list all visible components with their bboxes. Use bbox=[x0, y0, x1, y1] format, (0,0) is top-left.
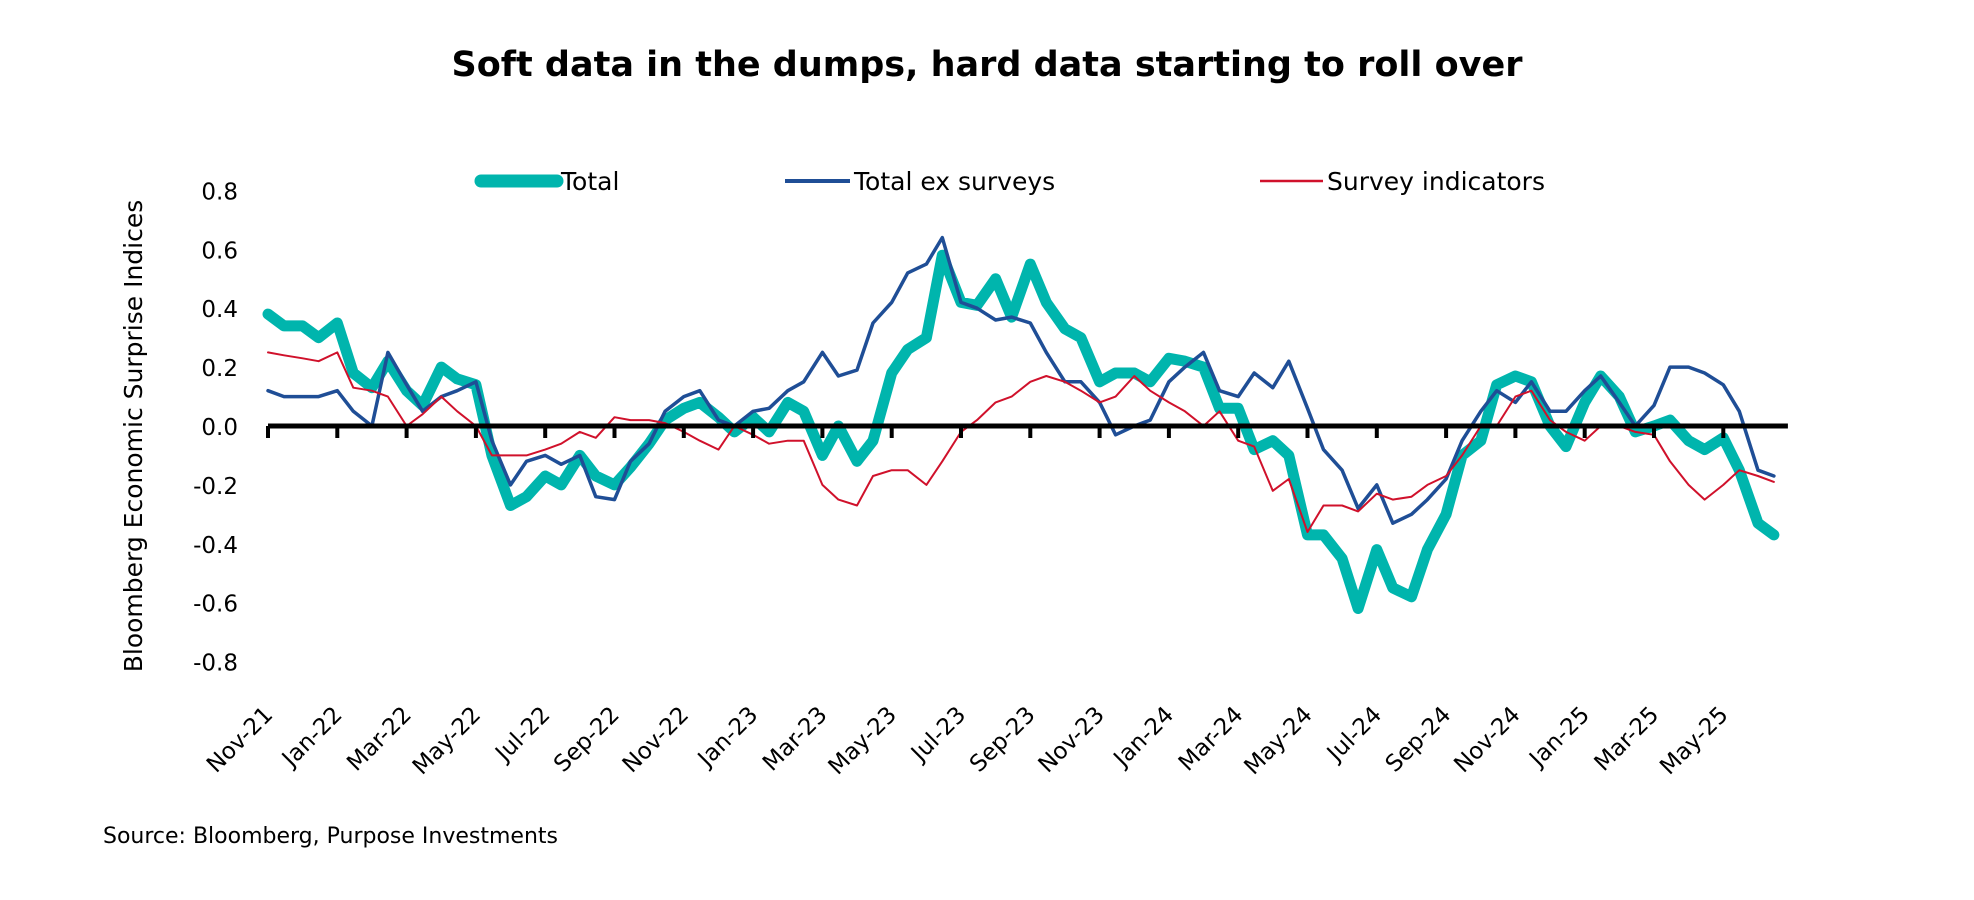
x-tick-label: Nov-21 bbox=[202, 702, 278, 778]
x-tick-label: Sep-23 bbox=[965, 702, 1041, 778]
legend-label: Total bbox=[560, 167, 619, 196]
y-tick-label: 0.6 bbox=[201, 238, 238, 264]
x-tick-label: Mar-23 bbox=[758, 702, 833, 777]
y-tick-label: -0.2 bbox=[193, 474, 238, 500]
legend: Total Total ex surveys Survey indicators bbox=[474, 167, 1545, 196]
series-line-total bbox=[262, 249, 1780, 614]
x-tick-label: May-24 bbox=[1239, 702, 1317, 780]
y-axis-label: Bloomberg Economic Surprise Indices bbox=[119, 200, 148, 673]
x-tick-label: May-25 bbox=[1655, 702, 1733, 780]
x-tick-label: Nov-24 bbox=[1449, 702, 1525, 778]
x-tick-label: Jan-24 bbox=[1108, 702, 1179, 773]
legend-label: Total ex surveys bbox=[853, 167, 1055, 196]
x-tick-label: Nov-22 bbox=[618, 702, 694, 778]
x-axis bbox=[266, 423, 1788, 438]
x-tick-label: Mar-24 bbox=[1174, 702, 1249, 777]
x-tick-label: Jan-22 bbox=[276, 702, 347, 773]
legend-label: Survey indicators bbox=[1327, 167, 1545, 196]
x-tick-label: Jul-23 bbox=[905, 702, 971, 768]
x-tick-label: Jul-22 bbox=[489, 702, 555, 768]
y-tick-label: 0.0 bbox=[201, 415, 238, 441]
x-tick-label: Jan-23 bbox=[692, 702, 763, 773]
y-tick-label: -0.4 bbox=[193, 533, 238, 559]
x-tick-label: Mar-25 bbox=[1590, 702, 1665, 777]
y-tick-label: -0.8 bbox=[193, 651, 238, 677]
y-tick-labels: 0.8 0.6 0.4 0.2 0.0 -0.2 -0.4 -0.6 -0.8 bbox=[193, 179, 238, 676]
source-note: Source: Bloomberg, Purpose Investments bbox=[103, 824, 558, 849]
x-tick-label: Nov-23 bbox=[1034, 702, 1110, 778]
y-tick-label: -0.6 bbox=[193, 592, 238, 618]
x-tick-label: Sep-24 bbox=[1381, 702, 1457, 778]
chart-title: Soft data in the dumps, hard data starti… bbox=[452, 45, 1524, 85]
series-line-survey-indicators bbox=[267, 351, 1775, 533]
y-tick-label: 0.4 bbox=[201, 297, 238, 323]
x-tick-label: May-23 bbox=[824, 702, 902, 780]
x-tick-label: Mar-22 bbox=[342, 702, 417, 777]
series-lines bbox=[262, 235, 1780, 614]
y-tick-label: 0.8 bbox=[201, 179, 238, 205]
x-tick-label: Jul-24 bbox=[1321, 702, 1387, 768]
x-tick-label: May-22 bbox=[408, 702, 486, 780]
x-tick-label: Sep-22 bbox=[549, 702, 625, 778]
series-line-total-ex-surveys bbox=[266, 235, 1776, 525]
x-tick-label: Jan-25 bbox=[1524, 702, 1595, 773]
y-tick-label: 0.2 bbox=[201, 356, 238, 382]
